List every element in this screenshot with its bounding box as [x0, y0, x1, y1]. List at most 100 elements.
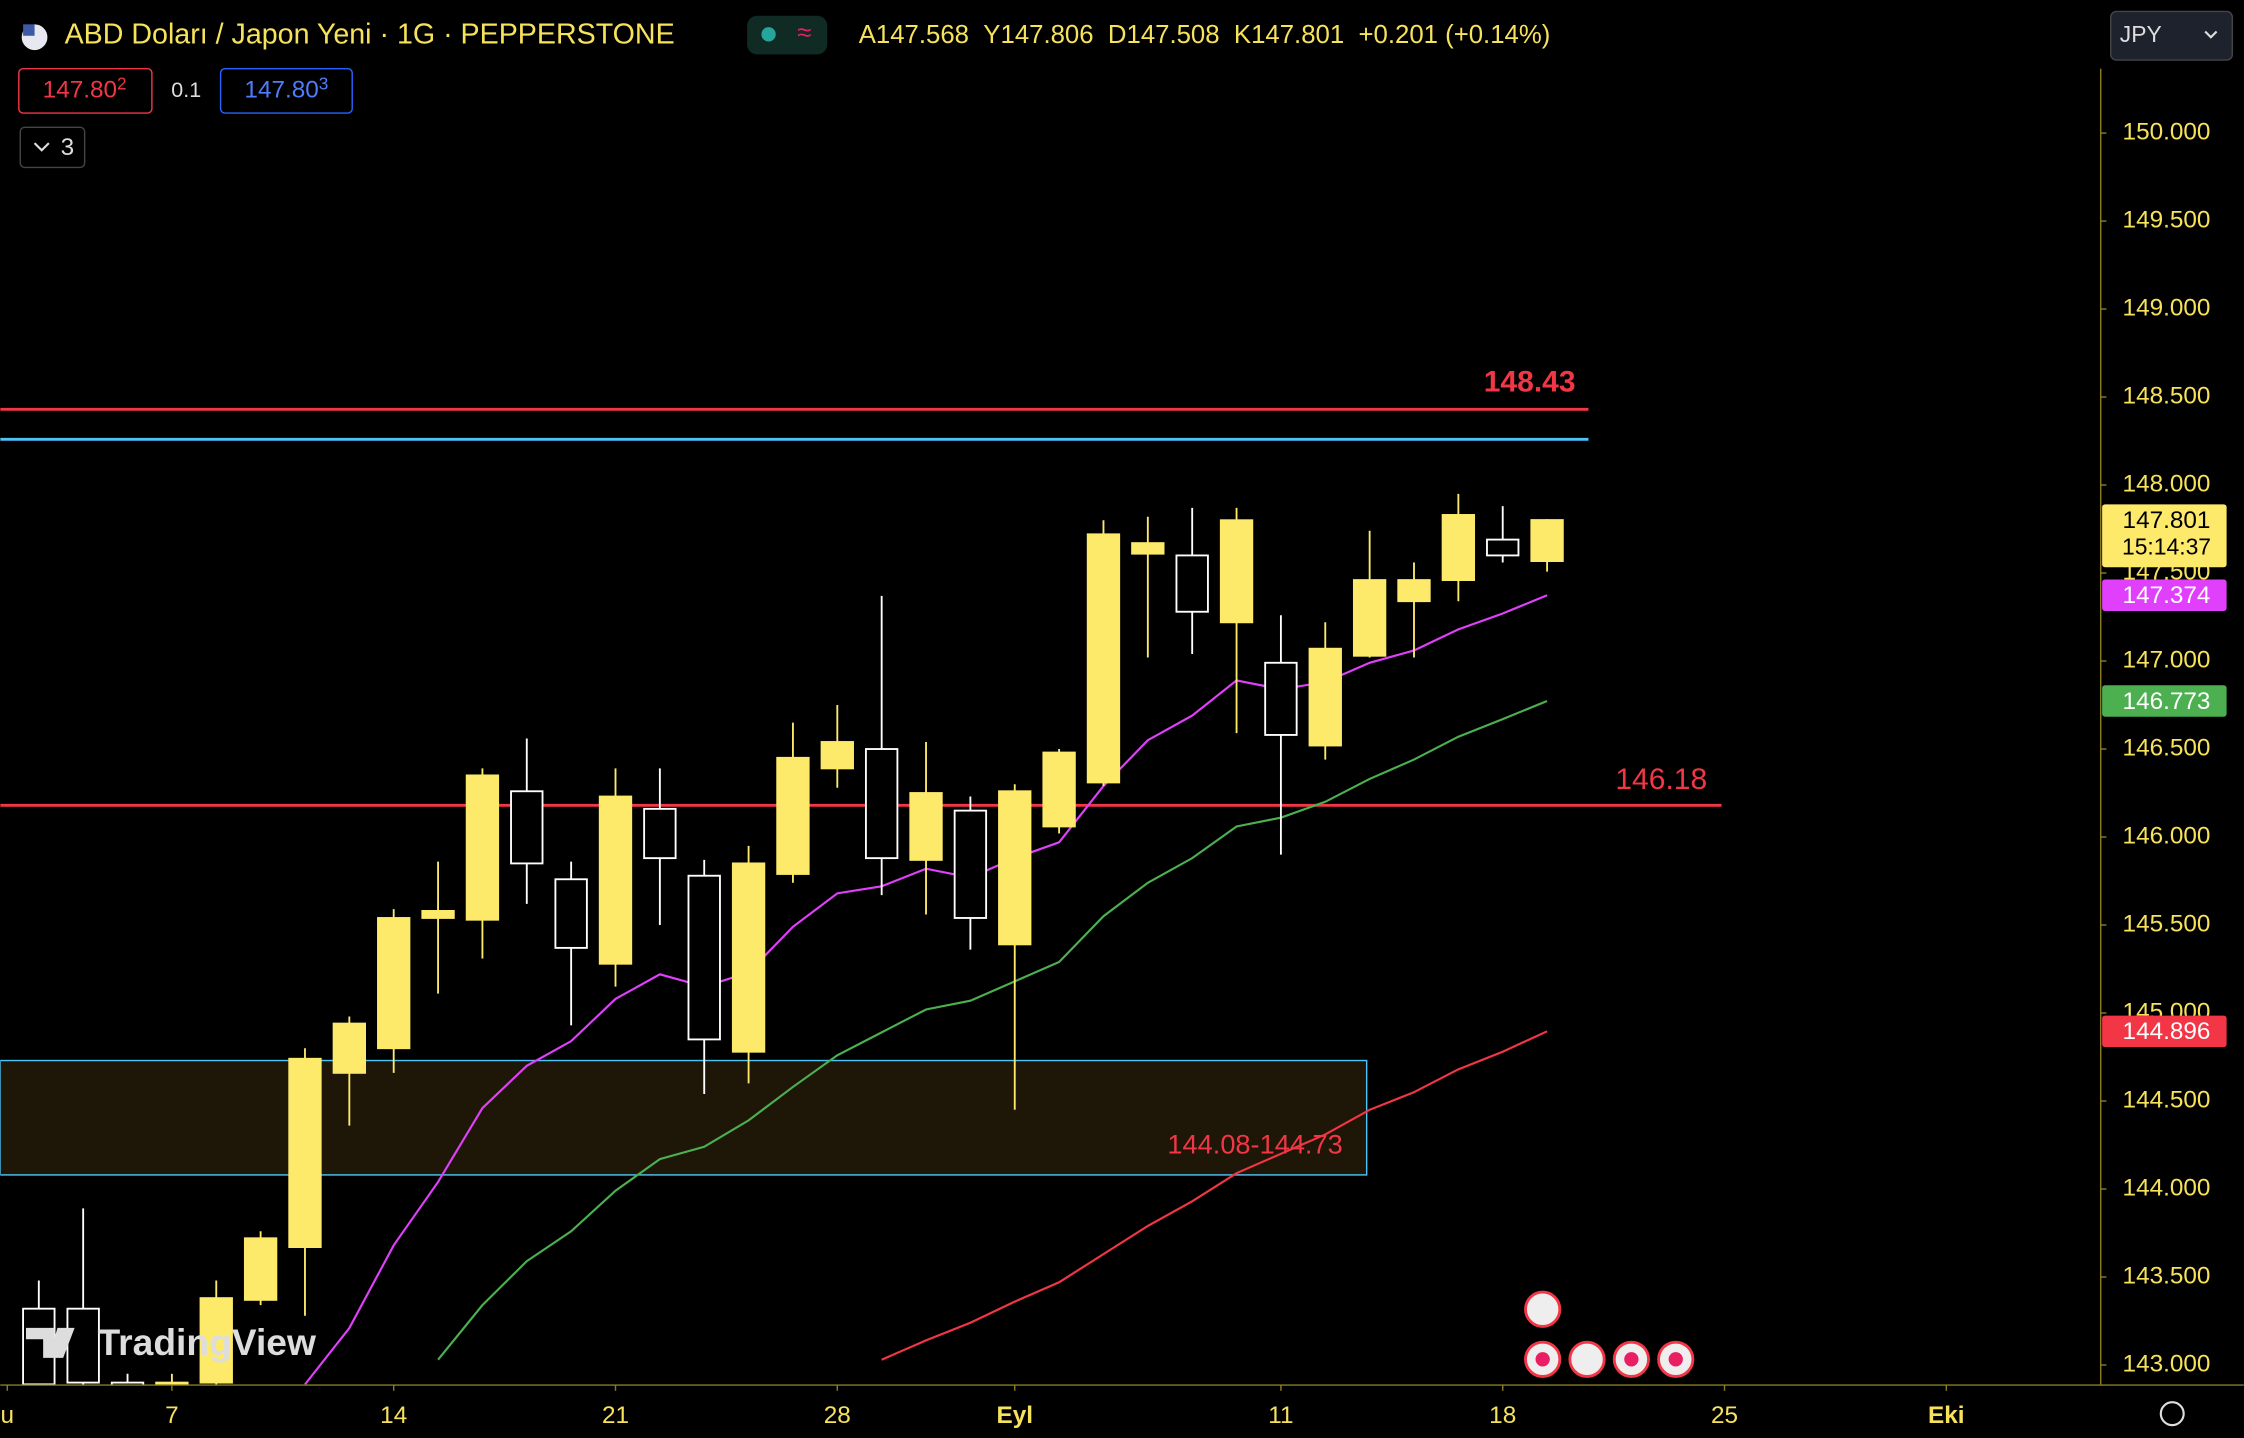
level-label: 148.43 — [1484, 366, 1576, 399]
candle-body — [66, 1307, 100, 1384]
ohlc-label: D — [1108, 21, 1127, 49]
sell-price-main: 147.80 — [43, 77, 117, 104]
price-tag-label: 147.374 — [2123, 582, 2211, 609]
y-tick-label: 146.000 — [2123, 822, 2211, 849]
y-tick-label: 146.500 — [2123, 734, 2211, 761]
settings-icon[interactable] — [2159, 1401, 2185, 1427]
event-dot — [1668, 1352, 1683, 1367]
y-tick-label: 144.000 — [2123, 1174, 2211, 1201]
candle-body — [1486, 538, 1520, 557]
candle-body — [820, 741, 854, 770]
level-label: 146.18 — [1615, 763, 1707, 796]
candle-body — [598, 795, 633, 965]
chevron — [2204, 30, 2218, 39]
x-tick-label: 7 — [165, 1402, 179, 1429]
plot-area — [0, 407, 1722, 1386]
x-tick-label: Eki — [1928, 1402, 1965, 1429]
y-tick-label: 149.500 — [2123, 206, 2211, 233]
countdown: 15:14:37 — [2122, 534, 2211, 560]
currency-dropdown[interactable] — [2109, 10, 2234, 61]
buy-button[interactable] — [219, 67, 353, 114]
y-tick-label: 148.500 — [2123, 382, 2211, 409]
candle-body — [1086, 533, 1121, 784]
candle-body — [1264, 661, 1298, 736]
spread: 0.1 — [171, 78, 201, 102]
buy-price: 147.803 — [244, 73, 328, 104]
candle-body — [1352, 579, 1387, 657]
event-dot — [1535, 1352, 1550, 1367]
ohlc-label: A — [859, 21, 877, 49]
price-tag — [2102, 685, 2227, 717]
candle-body — [1219, 519, 1254, 624]
candle-body — [288, 1057, 322, 1249]
candle-body — [377, 917, 411, 1050]
buy-price-main: 147.80 — [244, 77, 318, 104]
status-pill[interactable] — [747, 15, 828, 55]
currency: JPY — [2120, 21, 2162, 47]
market-status — [761, 27, 776, 42]
candle-body — [953, 809, 988, 919]
change: +0.201 (+0.14%) — [1359, 21, 1551, 49]
y-tick-label: 149.000 — [2123, 294, 2211, 321]
logo-text: TradingView — [98, 1321, 316, 1363]
ohlc-value: 147.568 — [876, 21, 969, 49]
y-tick-label: 147.000 — [2123, 646, 2211, 673]
logo-mark — [25, 1327, 75, 1358]
candle-body — [1530, 519, 1564, 562]
candle-body — [998, 790, 1032, 946]
ohlc-value: 147.801 — [1251, 21, 1344, 49]
candle-body — [909, 792, 943, 861]
x-tick-label: 14 — [380, 1402, 407, 1429]
x-tick-label: 25 — [1711, 1402, 1738, 1429]
y-tick-label: 144.500 — [2123, 1086, 2211, 1113]
candle-body — [554, 878, 588, 949]
symbol-title[interactable]: ABD Doları / Japon Yeni · 1G · PEPPERSTO… — [65, 18, 675, 50]
status-icon: ≈ — [797, 19, 811, 47]
ohlc-label: K — [1234, 21, 1251, 49]
candle-body — [864, 748, 899, 860]
candle-body — [421, 910, 455, 919]
candle-body — [199, 1297, 233, 1384]
candle-body — [243, 1237, 278, 1301]
ma-line — [881, 1030, 1548, 1361]
candle-body — [1308, 647, 1342, 747]
buy-price-pip: 3 — [319, 73, 329, 93]
indicators-count: 3 — [61, 134, 75, 161]
event-icon[interactable] — [1524, 1290, 1562, 1328]
candle-body — [1042, 751, 1076, 828]
ohlc-value: 147.806 — [1001, 21, 1094, 49]
ohlc-label: Y — [983, 21, 1000, 49]
y-tick-label: 143.000 — [2123, 1350, 2211, 1377]
sell-price: 147.802 — [43, 73, 127, 104]
price-tag-label: 146.773 — [2123, 688, 2211, 715]
event-dot — [1624, 1352, 1639, 1367]
event-icons — [1524, 1290, 1695, 1378]
indicators-toggle[interactable] — [19, 126, 86, 169]
zone-label: 144.08-144.73 — [1167, 1129, 1342, 1160]
candle-body — [465, 774, 500, 921]
y-tick-label: 145.500 — [2123, 910, 2211, 937]
zone — [0, 1059, 1368, 1176]
chevron — [33, 142, 50, 152]
candle-body — [643, 807, 677, 860]
candle-body — [1397, 579, 1431, 603]
price-tag-label: 147.801 — [2123, 507, 2211, 534]
x-tick-label: 21 — [602, 1402, 629, 1429]
price-tag — [2102, 504, 2227, 568]
x-tick-label: 18 — [1489, 1402, 1516, 1429]
candle-body — [731, 862, 766, 1053]
candle-body — [776, 756, 810, 875]
sell-button[interactable] — [18, 67, 153, 114]
price-tag — [2102, 579, 2227, 611]
price-tag-label: 144.896 — [2123, 1018, 2211, 1045]
y-tick-label: 148.000 — [2123, 470, 2211, 497]
y-tick-label: 150.000 — [2123, 118, 2211, 145]
ma-line — [437, 699, 1548, 1361]
ohlc-values: A147.568 Y147.806 D147.508 K147.801 +0.201 (… — [859, 21, 1551, 49]
y-tick-label: 143.500 — [2123, 1262, 2211, 1289]
x-tick-label: u — [1, 1402, 15, 1429]
event-icon[interactable] — [1568, 1340, 1606, 1378]
candle-body — [1175, 554, 1209, 613]
